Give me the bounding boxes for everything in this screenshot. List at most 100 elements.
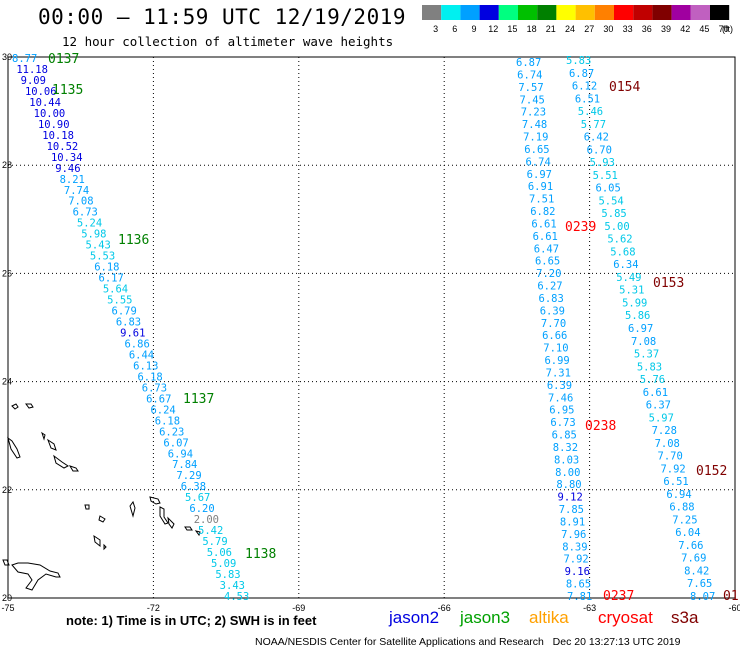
east-track-value-b: 6.70	[587, 144, 612, 156]
east-track-value-a: 8.39	[562, 541, 587, 553]
east-track-value-a: 6.27	[537, 281, 562, 293]
east-track-value-b: 5.51	[593, 170, 618, 182]
lat-tick-label: 24	[2, 377, 12, 387]
west-track-value: 5.09	[211, 558, 236, 570]
coastline-island	[11, 403, 19, 410]
legend-swatch	[710, 5, 730, 20]
east-track-value-a: 6.97	[527, 169, 552, 181]
map-title: 00:00 – 11:59 UTC 12/19/2019	[38, 5, 407, 29]
east-track-value-a: 7.20	[536, 268, 561, 280]
east-track-value-b: 5.37	[634, 349, 659, 361]
west-track-value: 6.18	[155, 415, 180, 427]
legend-swatch	[594, 5, 614, 20]
coastline-island	[98, 515, 106, 523]
legend-label: 6	[452, 24, 457, 34]
west-track-value: 5.24	[77, 218, 102, 230]
east-track-value-a: 6.65	[535, 256, 560, 268]
legend-label: 3	[433, 24, 438, 34]
west-track-value: 6.20	[189, 503, 214, 515]
east-track-value-b: 5.54	[598, 195, 623, 207]
east-track-value-a: 7.10	[543, 343, 568, 355]
coastline-island	[167, 516, 175, 529]
west-track-value: 5.53	[90, 251, 115, 263]
west-track-value: 9.09	[21, 75, 46, 87]
west-track-value: 7.08	[68, 196, 93, 208]
satellite-altika: altika	[529, 608, 569, 627]
west-track-value: 5.98	[81, 229, 106, 241]
legend-label: 30	[603, 24, 613, 34]
satellite-s3a: s3a	[671, 608, 699, 627]
east-track-value-a: 6.47	[534, 243, 559, 255]
legend-label: 39	[661, 24, 671, 34]
pass-time-label: 0152	[696, 464, 727, 479]
east-track-value-a: 6.83	[539, 293, 564, 305]
footer-timestamp: Dec 20 13:27:13 UTC 2019	[552, 636, 681, 648]
east-track-value-a: 7.57	[518, 82, 543, 94]
east-track-value-b: 7.66	[678, 540, 703, 552]
legend-swatch	[671, 5, 691, 20]
east-track-value-a: 8.00	[555, 467, 580, 479]
legend-label: 70	[719, 24, 729, 34]
legend-label: 27	[584, 24, 594, 34]
east-track-value-b: 5.83	[566, 55, 591, 67]
east-track-value-a: 7.45	[520, 94, 545, 106]
pass-time-label: 0238	[585, 419, 616, 434]
east-track-value-a: 9.12	[558, 492, 583, 504]
west-track-value: 10.06	[25, 86, 57, 98]
west-track-value: 10.90	[38, 119, 70, 131]
east-track-value-b: 8.07	[690, 591, 715, 603]
east-track-value-a: 7.48	[522, 119, 547, 131]
coastline-island	[2, 559, 10, 566]
legend-swatch	[537, 5, 557, 20]
west-track-value: 4.53	[224, 591, 249, 603]
east-track-value-a: 6.91	[528, 181, 553, 193]
satellite-jason2: jason2	[389, 608, 440, 627]
east-track-value-b: 6.05	[596, 183, 621, 195]
lon-tick-label: -69	[292, 603, 305, 612]
altimeter-map: -75 -72 -69 -66 -63 -603028262422208.7711.189…	[1, 52, 740, 612]
west-track-value: 6.73	[142, 382, 167, 394]
east-track-value-b: 7.70	[658, 451, 683, 463]
east-track-value-b: 6.04	[675, 527, 700, 539]
coastline-island	[129, 500, 136, 518]
legend-swatch	[690, 5, 710, 20]
west-track-value: 5.42	[198, 525, 223, 537]
east-track-value-b: 5.62	[607, 234, 632, 246]
east-track-value-b: 6.87	[569, 68, 594, 80]
east-track-value-a: 6.99	[544, 355, 569, 367]
east-track-value-b: 5.77	[581, 119, 606, 131]
pass-time-label: 0137	[48, 52, 79, 67]
color-legend: 3 6 9 12 15 18 21 24 27 30 33 36 39 42 45 70(ft)	[422, 5, 733, 34]
east-track-value-b: 5.31	[619, 285, 644, 297]
legend-swatch	[498, 5, 518, 20]
west-track-value: 7.29	[176, 470, 201, 482]
coastline-island	[184, 526, 193, 531]
lon-tick-label: -63	[583, 603, 596, 612]
satellite-jason3: jason3	[460, 608, 511, 627]
legend-label: 45	[699, 24, 709, 34]
east-track-value-a: 7.92	[563, 554, 588, 566]
legend-label: 18	[527, 24, 537, 34]
west-track-value: 10.34	[51, 152, 83, 164]
east-track-value-b: 7.25	[672, 514, 697, 526]
east-track-value-a: 8.32	[553, 442, 578, 454]
east-track-value-b: 7.65	[687, 578, 712, 590]
legend-swatch	[518, 5, 538, 20]
east-track-value-a: 6.74	[517, 69, 542, 81]
east-track-value-a: 7.51	[529, 194, 554, 206]
map-frame	[7, 56, 736, 599]
east-track-value-a: 8.91	[560, 516, 585, 528]
east-track-value-a: 9.16	[565, 566, 590, 578]
pass-time-label: 1135	[52, 83, 83, 98]
legend-unit: (ft)	[722, 24, 733, 34]
coastline-island	[7, 436, 21, 459]
east-track-value-a: 7.96	[561, 529, 586, 541]
legend-swatch	[460, 5, 480, 20]
legend-swatch	[575, 5, 595, 20]
west-track-value: 5.83	[215, 569, 240, 581]
east-track-value-b: 5.76	[640, 374, 665, 386]
east-track-value-a: 8.80	[556, 479, 581, 491]
east-track-value-b: 5.97	[649, 412, 674, 424]
east-track-value-b: 6.42	[584, 132, 609, 144]
east-track-value-a: 7.23	[521, 107, 546, 119]
